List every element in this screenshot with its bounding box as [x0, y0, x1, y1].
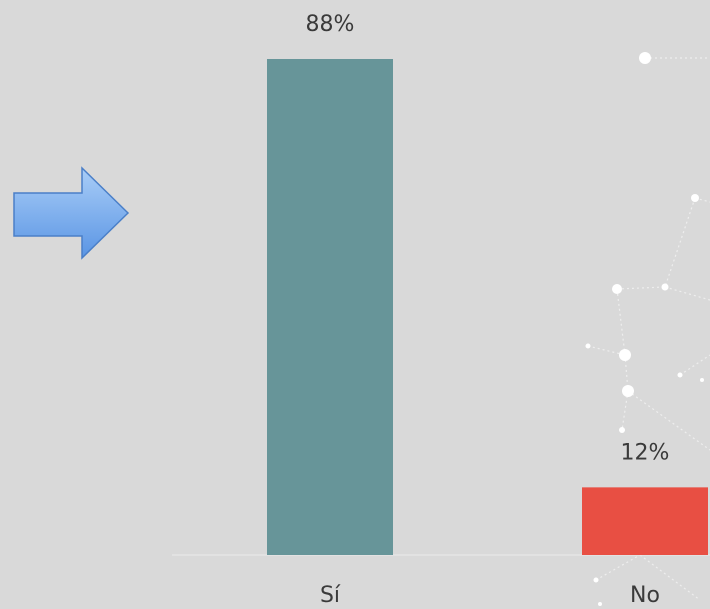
x-tick-label: Sí: [320, 583, 341, 608]
value-label: 88%: [306, 12, 355, 37]
arrow: [13, 166, 130, 260]
bar: [267, 59, 393, 555]
x-tick-label: No: [630, 583, 660, 608]
value-label: 12%: [621, 440, 670, 465]
bar: [582, 487, 708, 555]
decoration: [585, 52, 710, 606]
